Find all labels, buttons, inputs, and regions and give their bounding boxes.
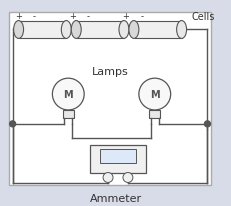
Circle shape bbox=[52, 79, 84, 110]
Text: -: - bbox=[86, 12, 89, 21]
Circle shape bbox=[204, 121, 210, 127]
Bar bbox=[63, 110, 73, 118]
Bar bbox=[18, 21, 66, 39]
Bar bbox=[133, 21, 181, 39]
Bar bbox=[9, 13, 210, 186]
Text: -: - bbox=[140, 12, 143, 21]
Text: Lamps: Lamps bbox=[91, 67, 128, 77]
Bar bbox=[149, 110, 160, 118]
Text: Ammeter: Ammeter bbox=[90, 193, 141, 203]
Circle shape bbox=[138, 79, 170, 110]
Text: M: M bbox=[149, 90, 159, 99]
Bar bbox=[76, 21, 123, 39]
Bar bbox=[100, 149, 135, 163]
Ellipse shape bbox=[61, 21, 71, 39]
Text: +: + bbox=[69, 12, 75, 21]
Circle shape bbox=[103, 173, 112, 183]
Ellipse shape bbox=[176, 21, 186, 39]
Ellipse shape bbox=[14, 21, 24, 39]
Ellipse shape bbox=[71, 21, 81, 39]
Ellipse shape bbox=[119, 21, 128, 39]
Text: +: + bbox=[15, 12, 22, 21]
Circle shape bbox=[10, 121, 15, 127]
Circle shape bbox=[122, 173, 132, 183]
Bar bbox=[90, 145, 145, 173]
Text: Cells: Cells bbox=[191, 12, 214, 21]
Text: +: + bbox=[122, 12, 129, 21]
Text: -: - bbox=[33, 12, 36, 21]
Ellipse shape bbox=[128, 21, 138, 39]
Text: M: M bbox=[63, 90, 73, 99]
